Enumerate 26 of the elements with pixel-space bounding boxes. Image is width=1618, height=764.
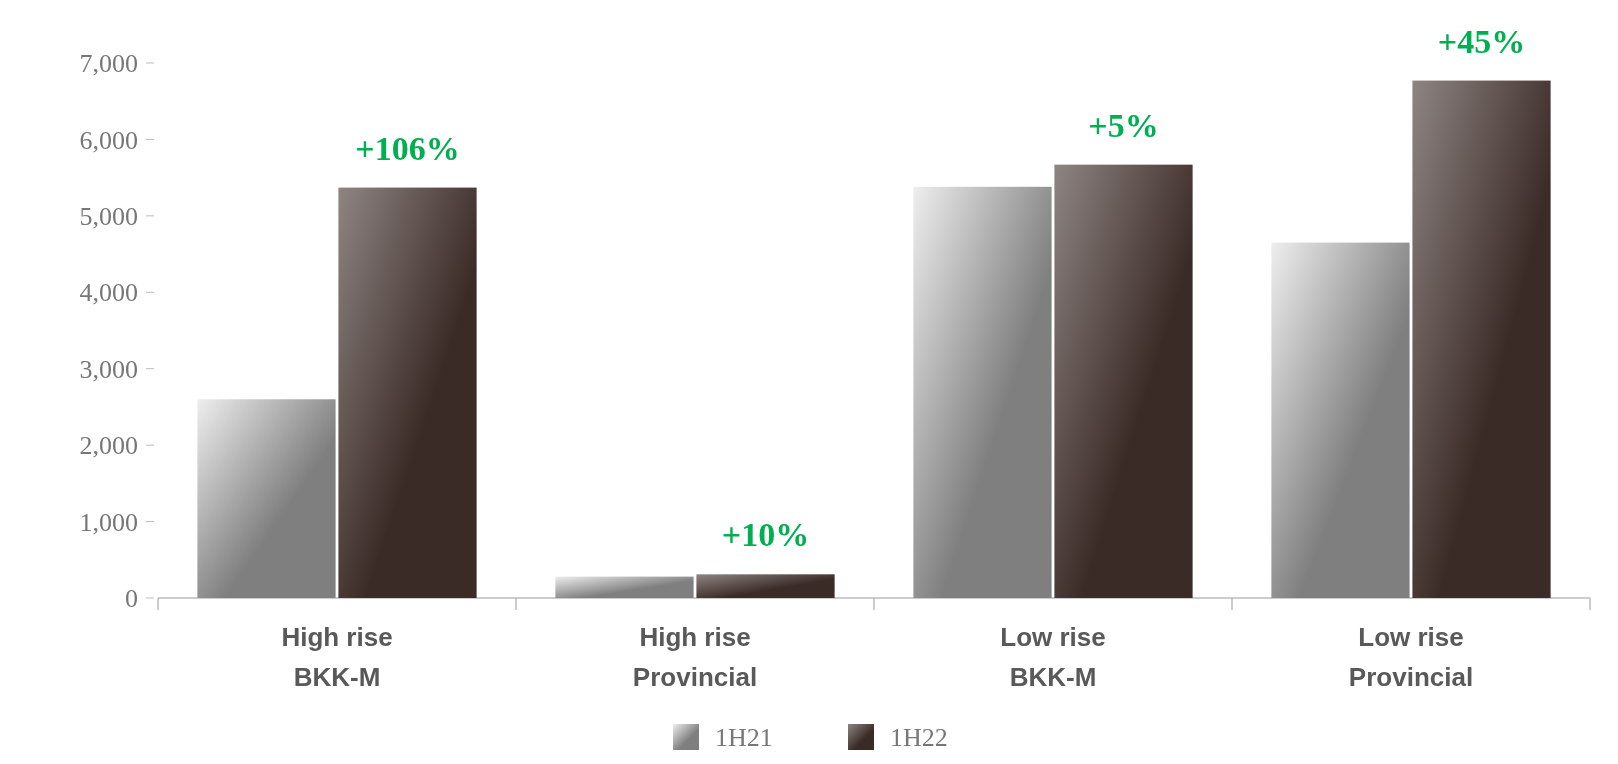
bar: [1412, 80, 1551, 598]
x-tick-label: High rise Provincial: [632, 622, 758, 692]
bar: [913, 186, 1052, 598]
bar: [1054, 164, 1193, 598]
annotation: +10%: [721, 516, 810, 554]
annotation: +5%: [1088, 106, 1159, 144]
bar: [1271, 242, 1410, 598]
y-tick-label: 3,000: [79, 354, 138, 384]
x-tick-label: Low rise BKK-M: [1000, 622, 1106, 692]
legend-label: 1H22: [890, 723, 948, 753]
y-tick-label: 1,000: [79, 507, 138, 537]
legend-label: 1H21: [715, 723, 773, 753]
y-tick-label: 2,000: [79, 431, 138, 461]
y-tick-label: 4,000: [79, 278, 138, 308]
annotation: +106%: [355, 129, 460, 167]
y-tick-label: 0: [125, 584, 138, 614]
x-tick-label: High rise BKK-M: [281, 622, 393, 692]
bar: [696, 574, 835, 598]
bar: [338, 187, 477, 598]
y-tick-label: 5,000: [79, 201, 138, 231]
y-tick-label: 7,000: [79, 49, 138, 79]
x-tick-label: Low rise Provincial: [1348, 622, 1474, 692]
y-tick-label: 6,000: [79, 125, 138, 155]
annotation: +45%: [1437, 22, 1526, 60]
bar: [555, 576, 694, 598]
bar: [197, 399, 336, 598]
